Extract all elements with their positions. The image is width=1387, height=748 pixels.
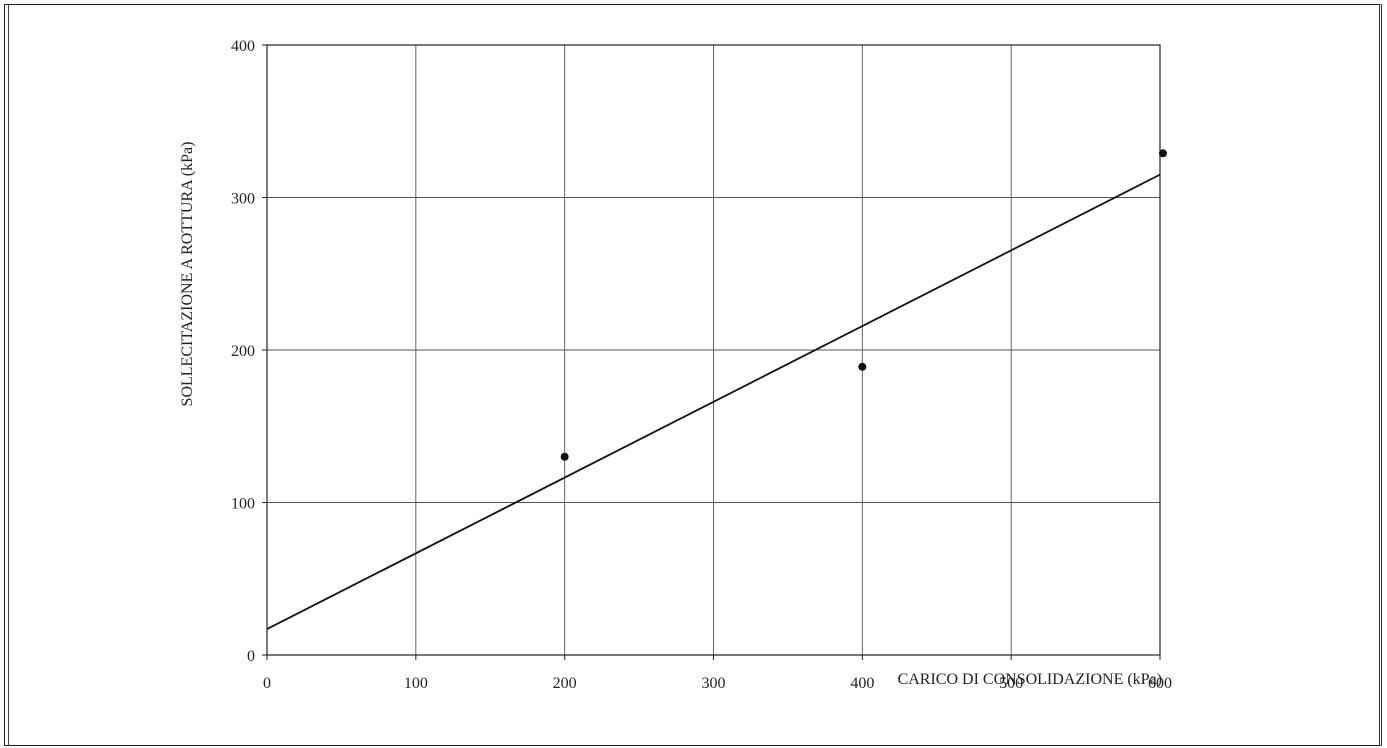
x-tick-label: 500 xyxy=(999,675,1023,692)
figure-frame xyxy=(4,4,1382,746)
x-axis-label: CARICO DI CONSOLIDAZIONE (kPa) xyxy=(898,671,1162,688)
chart-grid xyxy=(267,45,1160,655)
data-point xyxy=(1158,149,1167,158)
figure-frame-inner-edge xyxy=(8,4,9,746)
data-point xyxy=(560,452,569,461)
y-tick-label: 400 xyxy=(231,38,255,55)
y-axis-ticks: 0 100 200 300 400 xyxy=(231,38,267,665)
y-tick-label: 300 xyxy=(231,191,255,208)
y-tick-label: 100 xyxy=(231,496,255,513)
trend-line-group xyxy=(266,173,1161,630)
x-tick-label: 400 xyxy=(850,675,874,692)
data-point xyxy=(858,362,867,371)
x-tick-label: 600 xyxy=(1148,675,1172,692)
data-points xyxy=(560,149,1167,461)
x-tick-label: 100 xyxy=(404,675,428,692)
x-axis-ticks: 0 100 200 300 400 500 600 xyxy=(263,655,1172,692)
trend-line xyxy=(266,173,1161,630)
y-tick-label: 200 xyxy=(231,343,255,360)
x-tick-label: 0 xyxy=(263,675,271,692)
y-axis-label: SOLLECITAZIONE A ROTTURA (kPa) xyxy=(179,142,196,407)
x-tick-label: 300 xyxy=(702,675,726,692)
x-tick-label: 200 xyxy=(553,675,577,692)
y-tick-label: 0 xyxy=(247,648,255,665)
